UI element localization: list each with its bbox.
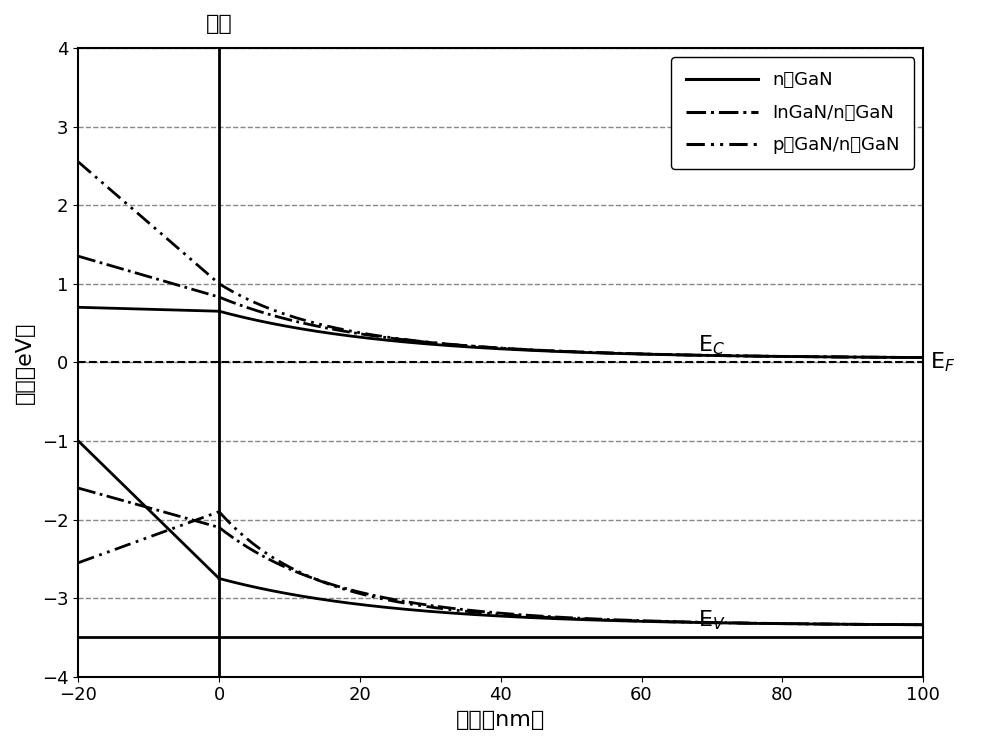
Y-axis label: 能量（eV）: 能量（eV）	[15, 321, 35, 404]
Text: E$_V$: E$_V$	[698, 609, 726, 632]
Text: 界面: 界面	[206, 13, 232, 34]
Legend: n型GaN, InGaN/n型GaN, p型GaN/n型GaN: n型GaN, InGaN/n型GaN, p型GaN/n型GaN	[671, 57, 914, 168]
Text: E$_C$: E$_C$	[698, 333, 725, 357]
X-axis label: 深度（nm）: 深度（nm）	[456, 710, 545, 730]
Text: E$_F$: E$_F$	[930, 350, 956, 374]
